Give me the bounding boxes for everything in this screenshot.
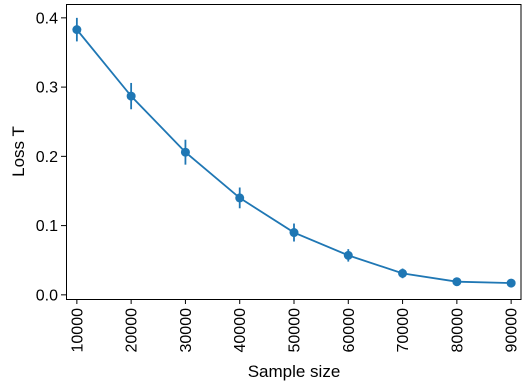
y-axis-label: Loss T [9,126,28,177]
x-tick-label: 30000 [178,308,195,353]
y-tick-label: 0.3 [36,80,58,97]
data-points [72,25,516,288]
x-tick-label: 10000 [69,308,86,353]
x-tick-label: 60000 [341,308,358,353]
x-axis-ticks: 10000 20000 30000 40000 50000 60000 70000 80000… [69,299,521,353]
y-tick-label: 0.0 [36,287,58,304]
data-point [289,228,299,238]
x-tick-label: 80000 [449,308,466,353]
x-tick-label: 70000 [395,308,412,353]
data-point [72,25,82,35]
plot-frame [66,4,522,300]
data-point [398,268,408,278]
y-tick-label: 0.2 [36,149,58,166]
y-tick-label: 0.4 [36,10,58,27]
x-tick-label: 40000 [232,308,249,353]
error-bars [75,17,513,286]
data-point [180,147,190,157]
x-tick-label: 90000 [504,308,521,353]
x-tick-label: 20000 [124,308,141,353]
data-point [506,278,516,288]
x-tick-label: 50000 [287,308,304,353]
series-lines [76,29,512,284]
series-line [76,29,512,284]
y-axis-ticks: 0.0 0.1 0.2 0.3 0.4 [36,10,66,304]
data-point [452,277,462,287]
data-point [126,91,136,101]
x-axis-label: Sample size [248,362,341,381]
data-point [235,193,245,203]
y-tick-label: 0.1 [36,218,58,235]
data-point [343,250,353,260]
